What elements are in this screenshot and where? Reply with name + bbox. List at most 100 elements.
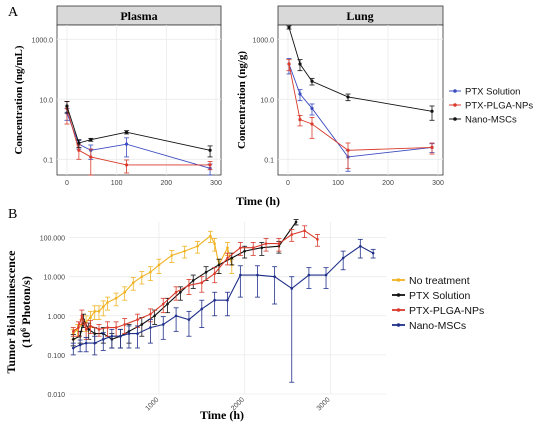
legend-b-marker [396,278,401,282]
tumor-point-nano-mscs [371,251,375,255]
tumor-ylabel-line1: Tumor Bioluminescence [4,250,18,374]
tumor-point-no-treatment [106,301,109,304]
plasma-series-nano-mscs [64,101,213,158]
tumor-point-ptx-plga-nps [123,323,126,326]
tumor-point-ptx-solution [153,314,156,318]
lung-series-nano-mscs [286,25,435,121]
legend-b-label: PTX Solution [409,290,470,302]
legend-b-label: No treatment [409,275,470,287]
plasma-ylabel: Concentration (ng/mL) [13,45,25,154]
tumor-point-nano-mscs [256,273,259,277]
legend-b-item-nano-mscs: Nano-MSCs [392,320,466,332]
legend-b-marker [396,308,401,312]
tumor-point-nano-mscs [324,273,328,277]
legend-b-item-ptx-plga-nps: PTX-PLGA-NPs [392,305,484,317]
tumor-point-ptx-plga-nps [89,324,92,328]
plasma-point-nano-mscs [208,148,212,152]
tumor-point-ptx-plga-nps [97,328,101,331]
legend-b: No treatment PTX Solution PTX-PLGA-NPs Nano… [392,275,484,332]
tumor-point-no-treatment [89,316,92,319]
tumor-point-ptx-solution [294,220,298,224]
tumor-point-nano-mscs [161,323,165,326]
plasma-xtick-label: 0 [65,180,69,187]
legend-b-marker [396,293,401,297]
tumor-point-no-treatment [196,244,199,248]
tumor-point-ptx-solution [217,263,221,267]
tumor-point-ptx-plga-nps [226,256,229,260]
tumor-point-ptx-plga-nps [71,330,75,333]
plasma-chart: Plasma 0.1 10.0 1000.0 0 100 200 300 Concentra… [13,5,222,187]
tumor-point-nano-mscs [174,314,178,318]
tumor-ytick-label: 1.000 [47,314,65,321]
tumor-point-nano-mscs [226,298,229,302]
tumor-point-nano-mscs [200,307,204,311]
legend-b-label: Nano-MSCs [409,320,466,332]
legend-b-item-no-treatment: No treatment [392,275,470,287]
tumor-point-no-treatment [183,249,186,253]
tumor-point-no-treatment [209,234,212,238]
tumor-point-ptx-solution [166,302,169,306]
tumor-point-nano-mscs [84,341,88,345]
tumor-point-ptx-plga-nps [290,233,294,236]
tumor-point-nano-mscs [93,341,97,345]
plasma-point-ptx-plga-nps [77,148,81,152]
tumor-point-no-treatment [170,254,174,257]
tumor-point-nano-mscs [149,326,152,329]
plasma-ytick-label: 10.0 [39,97,53,104]
legend-a-label: Nano-MSCs [465,115,517,126]
tumor-point-nano-mscs [273,275,276,278]
tumor-ylabel-line2-end: Photon/s) [19,276,33,328]
plasma-ytick-label: 0.1 [43,157,53,164]
tumor-point-nano-mscs [127,332,131,335]
lung-point-nano-mscs [430,109,434,113]
legend-b-marker [396,323,401,327]
tumor-point-no-treatment [114,296,118,300]
tumor-point-ptx-plga-nps [200,281,204,285]
tumor-point-ptx-plga-nps [84,328,88,331]
lung-point-nano-mscs [346,95,350,99]
lung-xtick-label: 0 [286,180,290,187]
tumor-point-nano-mscs [71,346,75,350]
lung-point-ptx-plga-nps [287,62,291,66]
lung-chart: Lung 0.1 10.0 1000.0 0 100 200 300 Concentrati… [236,5,444,187]
tumor-point-ptx-plga-nps [149,312,152,316]
lung-point-nano-mscs [287,25,291,29]
tumor-point-ptx-plga-nps [316,238,319,241]
tumor-point-ptx-plga-nps [187,284,191,287]
legend-a-label: PTX Solution [465,87,520,98]
tumor-point-no-treatment [101,305,105,309]
tumor-point-ptx-plga-nps [239,246,242,250]
tumor-point-no-treatment [93,310,97,313]
tumor-point-ptx-solution [230,256,234,260]
lung-point-ptx-solution [310,106,314,110]
tumor-xtick-label: 3000 [316,396,332,412]
tumor-ytick-label: 100.000 [40,236,65,243]
tumor-ytick-label: 0.010 [47,392,65,399]
tumor-point-ptx-solution [71,338,75,341]
tumor-point-nano-mscs [119,334,122,338]
plasma-point-ptx-solution [124,142,129,146]
plasma-point-ptx-plga-nps [124,163,129,167]
tumor-point-ptx-plga-nps [80,314,84,318]
plasma-title: Plasma [120,9,157,23]
tumor-point-ptx-plga-nps [114,326,118,329]
tumor-point-nano-mscs [213,298,216,302]
plasma-series-ptx-plga-nps [64,101,213,176]
plasma-point-nano-mscs [124,130,129,134]
panel-b-letter: B [8,207,17,222]
tumor-ylabel-line2: (106 Photon/s) [19,276,33,348]
lung-point-nano-mscs [310,79,314,83]
tumor-xtick-label: 1000 [144,396,160,412]
tumor-point-ptx-solution [179,290,182,294]
tumor-point-ptx-solution [243,249,246,253]
tumor-point-no-treatment [123,290,126,294]
lung-title: Lung [346,9,373,23]
tumor-xlabel: Time (h) [200,408,244,422]
lung-point-ptx-plga-nps [310,122,314,126]
legend-a-marker [453,103,457,107]
tumor-point-no-treatment [131,281,135,285]
plasma-xtick-label: 100 [111,180,123,187]
tumor-point-no-treatment [149,270,152,274]
tumor-point-ptx-plga-nps [303,229,306,232]
lung-point-ptx-plga-nps [430,145,434,149]
